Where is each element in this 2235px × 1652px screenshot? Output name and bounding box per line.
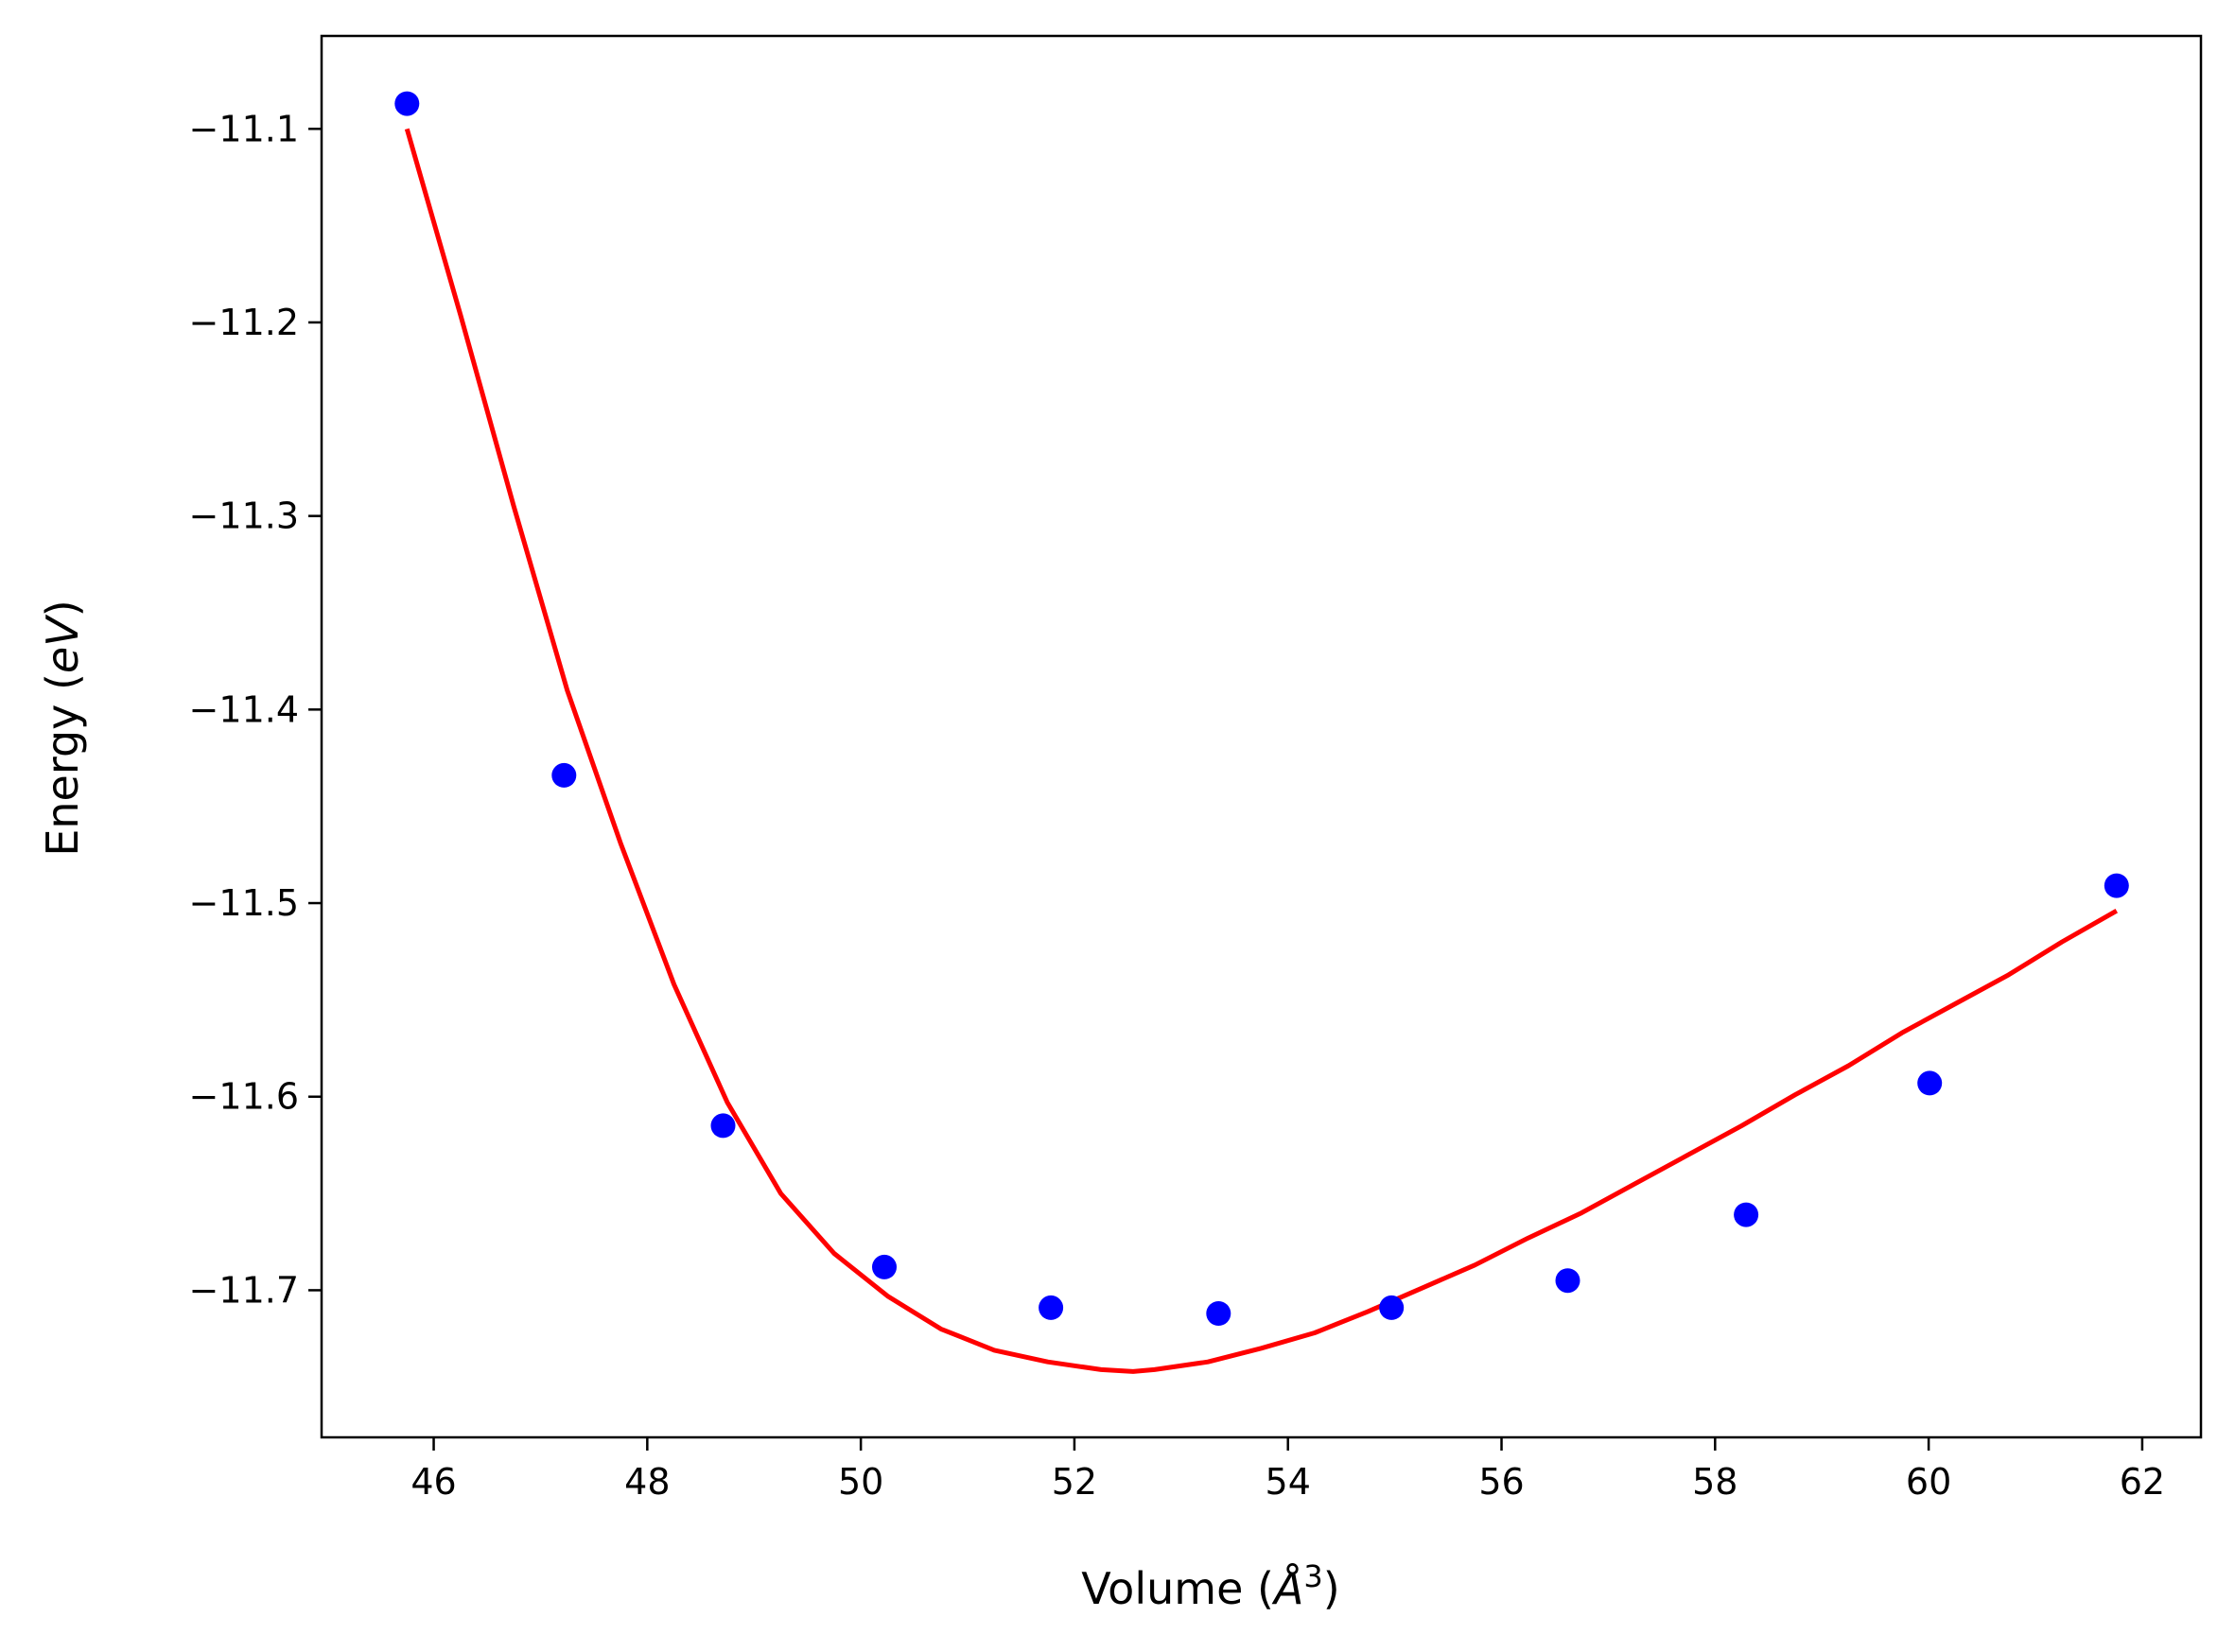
x-tick-label: 46 [410,1461,456,1503]
y-tick-label: −11.7 [189,1269,299,1311]
y-axis-ticks: −11.1 −11.2 −11.3 −11.4 −11.5 −11.6 −11.7 [189,108,322,1311]
data-point [1206,1301,1231,1326]
data-point [2104,873,2129,898]
x-tick-label: 50 [838,1461,883,1503]
data-point [1917,1070,1943,1096]
x-tick-label: 60 [1906,1461,1951,1503]
plot-frame [320,34,2203,1439]
data-point [1734,1202,1759,1227]
data-point [394,91,420,116]
data-points-layer [394,91,2129,1326]
y-tick-label: −11.1 [189,108,299,149]
data-point [710,1113,736,1139]
y-tick-label: −11.6 [189,1076,299,1118]
data-point [1555,1268,1580,1294]
x-axis-label: Volume (Å3) [1081,1558,1339,1614]
x-tick-label: 62 [2120,1461,2165,1503]
y-axis-label: Energy (eV) [37,600,88,856]
y-tick-label: −11.3 [189,496,299,537]
fit-curve-layer [404,128,2119,1374]
x-tick-label: 58 [1692,1461,1737,1503]
data-point [872,1254,897,1279]
x-tick-label: 56 [1478,1461,1524,1503]
y-tick-label: −11.2 [189,302,299,343]
x-axis-ticks: 46 48 50 52 54 56 58 60 62 [410,1437,2165,1503]
x-tick-label: 54 [1266,1461,1311,1503]
data-point [1379,1295,1405,1320]
data-point [551,762,577,788]
data-point [1039,1295,1064,1320]
y-tick-label: −11.4 [189,688,299,730]
fit-curve-line [404,128,2119,1374]
x-tick-label: 48 [624,1461,670,1503]
x-tick-label: 52 [1052,1461,1097,1503]
y-tick-label: −11.5 [189,882,299,924]
